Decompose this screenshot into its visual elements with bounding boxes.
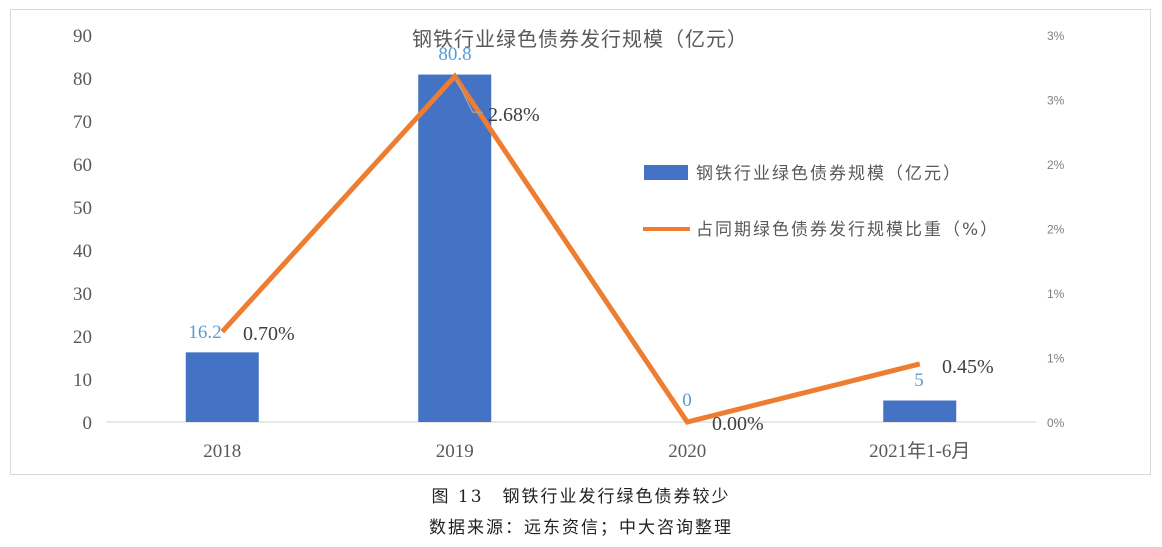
bar-value-label: 5	[914, 370, 924, 391]
x-tick-label: 2020	[668, 441, 706, 462]
chart-frame	[10, 9, 1151, 475]
x-tick-label: 2021年1-6月	[869, 440, 970, 462]
line-value-label: 0.70%	[243, 323, 295, 345]
bar	[185, 352, 259, 422]
bar	[883, 400, 957, 422]
line-value-label: 2.68%	[488, 104, 540, 126]
x-axis-labels: 2018 2019 2020 2021年1-6月	[203, 440, 970, 462]
y-left-tick: 0	[83, 413, 93, 434]
y-left-tick: 70	[73, 112, 92, 133]
y-left-tick: 20	[73, 327, 92, 348]
legend-bar-swatch	[644, 165, 688, 180]
x-tick-label: 2018	[203, 441, 241, 462]
label-leader-line	[456, 80, 483, 113]
source-note: 数据来源：远东资信；中大咨询整理	[429, 518, 733, 538]
y-axis-right: 0% 1% 1% 2% 2% 3% 3%	[1047, 29, 1065, 430]
bar	[418, 74, 492, 422]
y-left-tick: 10	[73, 370, 92, 391]
y-right-tick: 3%	[1047, 29, 1065, 43]
y-right-tick: 1%	[1047, 352, 1065, 366]
y-left-tick: 30	[73, 284, 92, 305]
y-right-tick: 3%	[1047, 94, 1065, 108]
y-right-tick: 2%	[1047, 223, 1065, 237]
chart-title: 钢铁行业绿色债券发行规模（亿元）	[412, 27, 748, 51]
line-path	[220, 72, 921, 425]
legend-line-label: 占同期绿色债券发行规模比重（%）	[696, 220, 999, 240]
y-right-tick: 0%	[1047, 416, 1065, 430]
line-value-label: 0.00%	[712, 413, 764, 435]
bar-value-label: 16.2	[188, 322, 221, 343]
y-left-tick: 60	[73, 155, 92, 176]
line-value-label: 0.45%	[942, 356, 994, 378]
y-axis-left: 0 10 20 30 40 50 60 70 80 90	[73, 26, 92, 434]
bar-value-label: 0	[682, 390, 692, 411]
figure-caption: 图 13 钢铁行业发行绿色债券较少	[431, 487, 731, 507]
legend-bar-label: 钢铁行业绿色债券规模（亿元）	[696, 164, 962, 184]
bar-series: 16.2 80.8 0 5	[185, 44, 957, 422]
y-right-tick: 1%	[1047, 287, 1065, 301]
legend: 钢铁行业绿色债券规模（亿元） 占同期绿色债券发行规模比重（%）	[643, 164, 999, 240]
bar-value-label: 80.8	[438, 44, 471, 65]
x-tick-label: 2019	[436, 441, 474, 462]
y-right-tick: 2%	[1047, 158, 1065, 172]
y-left-tick: 40	[73, 241, 92, 262]
y-left-tick: 50	[73, 198, 92, 219]
y-left-tick: 90	[73, 26, 92, 47]
y-left-tick: 80	[73, 69, 92, 90]
line-series: 0.70% 2.68% 0.00% 0.45%	[220, 72, 994, 435]
